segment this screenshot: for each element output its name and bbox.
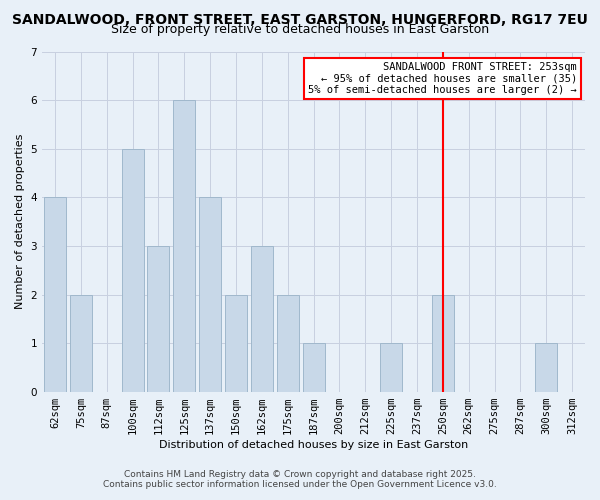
Bar (380, 344, 402, 392)
Bar (535, 344, 557, 392)
Bar (277, 295, 299, 392)
Bar (251, 246, 273, 392)
Bar (225, 295, 247, 392)
Text: Size of property relative to detached houses in East Garston: Size of property relative to detached ho… (111, 22, 489, 36)
Bar (302, 344, 325, 392)
Bar (199, 198, 221, 392)
Bar (432, 295, 454, 392)
Text: SANDALWOOD, FRONT STREET, EAST GARSTON, HUNGERFORD, RG17 7EU: SANDALWOOD, FRONT STREET, EAST GARSTON, … (12, 12, 588, 26)
Bar (148, 246, 169, 392)
Bar (122, 149, 143, 392)
X-axis label: Distribution of detached houses by size in East Garston: Distribution of detached houses by size … (159, 440, 468, 450)
Text: SANDALWOOD FRONT STREET: 253sqm
← 95% of detached houses are smaller (35)
5% of : SANDALWOOD FRONT STREET: 253sqm ← 95% of… (308, 62, 577, 95)
Bar (44, 198, 66, 392)
Bar (70, 295, 92, 392)
Y-axis label: Number of detached properties: Number of detached properties (15, 134, 25, 310)
Text: Contains HM Land Registry data © Crown copyright and database right 2025.
Contai: Contains HM Land Registry data © Crown c… (103, 470, 497, 489)
Bar (173, 100, 195, 392)
